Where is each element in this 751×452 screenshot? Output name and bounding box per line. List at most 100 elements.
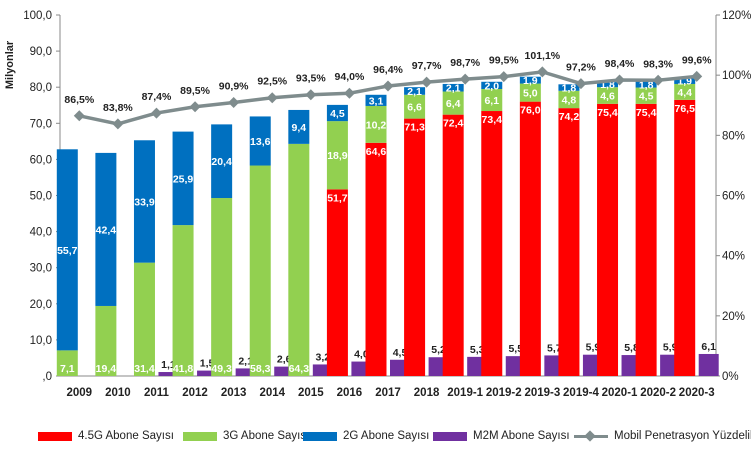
bar-3g — [249, 165, 271, 376]
bar-label-3g: 7,1 — [60, 363, 75, 375]
x-tick-label: 2020-3 — [679, 387, 715, 399]
penetration-point — [459, 73, 471, 85]
bar-label-2g: 2,1 — [407, 86, 422, 98]
bar-label-m2m: 5,5 — [508, 343, 523, 355]
bar-label-2g: 1,8 — [562, 83, 577, 95]
y-tick-label: 40,0 — [30, 227, 52, 239]
bar-label-2g: 2,1 — [446, 83, 461, 95]
bar-label-m2m: 5,9 — [586, 342, 601, 354]
legend-label-3g: 3G Abone Sayısı — [223, 430, 310, 442]
legend-swatch-2g — [303, 431, 337, 441]
x-tick-label: 2013 — [221, 387, 247, 399]
bar-label-3g: 4,6 — [600, 91, 615, 103]
bar-2g — [211, 124, 233, 199]
penetration-label: 99,5% — [489, 55, 519, 67]
bar-4-5g — [442, 114, 464, 377]
y2-tick-label: 40% — [722, 251, 745, 263]
bar-2g — [56, 149, 78, 351]
x-tick-label: 2012 — [182, 387, 208, 399]
bar-label-m2m: 5,2 — [431, 344, 446, 356]
bar-label-m2m: 5,9 — [663, 342, 678, 354]
x-tick-label: 2010 — [105, 387, 131, 399]
bar-label-4-5g: 76,0 — [520, 105, 541, 117]
x-tick-label: 2019-2 — [486, 387, 522, 399]
penetration-label: 98,4% — [605, 58, 635, 70]
bar-2g — [635, 81, 657, 88]
bar-label-2g: 13,6 — [250, 136, 271, 148]
bar-3g — [635, 87, 657, 104]
bar-4-5g — [635, 103, 657, 376]
penetration-label: 94,0% — [335, 71, 365, 83]
y-tick-label: 50,0 — [30, 191, 52, 203]
bar-label-3g: 19,4 — [96, 363, 117, 375]
bar-label-m2m: 5,8 — [624, 342, 639, 354]
bar-3g — [133, 262, 155, 376]
penetration-label: 83,8% — [103, 102, 133, 114]
penetration-point — [536, 66, 548, 78]
bar-label-3g: 18,9 — [327, 150, 348, 162]
x-tick-label: 2014 — [259, 387, 285, 399]
legend-swatch-m2m — [433, 431, 467, 441]
y2-tick-label: 60% — [722, 191, 745, 203]
x-tick-label: 2019-3 — [524, 387, 560, 399]
bar-3g — [597, 87, 619, 104]
bar-m2m — [274, 366, 295, 376]
legend-label-m2m: M2M Abone Sayısı — [473, 430, 570, 442]
y2-tick-label: 0% — [722, 371, 739, 383]
y-tick-label: 80,0 — [30, 82, 52, 94]
bar-label-2g: 55,7 — [57, 245, 78, 257]
penetration-label: 98,7% — [450, 57, 480, 69]
bar-4-5g — [519, 101, 541, 376]
bar-3g — [519, 83, 541, 102]
penetration-point — [691, 70, 703, 82]
penetration-point — [343, 87, 355, 99]
bar-2g — [597, 80, 619, 88]
y-tick-label: 10,0 — [30, 335, 52, 347]
x-tick-label: 2020-1 — [602, 387, 638, 399]
x-tick-label: 2017 — [375, 387, 401, 399]
bar-label-m2m: 3,2 — [316, 351, 331, 363]
bar-4-5g — [558, 108, 580, 376]
bar-3g — [404, 94, 426, 119]
penetration-point — [421, 76, 433, 88]
x-tick-label: 2016 — [337, 387, 363, 399]
bar-3g — [558, 90, 580, 109]
bar-label-2g: 4,5 — [330, 108, 345, 120]
chart-legend: 4.5G Abone Sayısı 3G Abone Sayısı 2G Abo… — [0, 430, 751, 450]
bar-2g — [442, 83, 464, 92]
bar-label-4-5g: 75,4 — [636, 107, 657, 119]
y-axis-title: Milyonlar — [4, 40, 16, 89]
x-tick-label: 2020-2 — [640, 387, 676, 399]
bar-label-4-5g: 76,5 — [674, 103, 695, 115]
bar-3g — [481, 89, 503, 112]
bar-2g — [674, 77, 696, 84]
bar-label-4-5g: 64,6 — [366, 146, 387, 158]
legend-item-2g: 2G Abone Sayısı — [303, 430, 429, 442]
penetration-label: 89,5% — [180, 85, 210, 97]
bar-2g — [95, 152, 117, 306]
bar-4-5g — [326, 189, 348, 376]
bar-4-5g — [597, 103, 619, 376]
bar-label-3g: 64,3 — [289, 363, 310, 375]
bar-label-2g: 20,4 — [211, 156, 232, 168]
x-tick-label: 2015 — [298, 387, 324, 399]
penetration-point — [150, 107, 162, 119]
y-tick-label: ,0 — [42, 371, 52, 383]
bar-3g — [674, 83, 696, 100]
y-tick-label: 30,0 — [30, 263, 52, 275]
bar-label-2g: 25,9 — [173, 173, 194, 185]
penetration-point — [575, 78, 587, 90]
penetration-label: 97,2% — [566, 62, 596, 74]
legend-marker-penetration — [574, 432, 608, 441]
bar-label-4-5g: 51,7 — [327, 192, 348, 204]
bar-label-2g: 3,1 — [369, 95, 384, 107]
bar-2g — [365, 94, 387, 106]
legend-swatch-3g — [183, 431, 217, 441]
bar-label-3g: 49,3 — [211, 363, 232, 375]
bar-label-2g: 1,8 — [639, 79, 654, 91]
bar-label-m2m: 2,1 — [238, 355, 253, 367]
y2-tick-label: 20% — [722, 311, 745, 323]
bar-label-3g: 4,4 — [677, 87, 692, 99]
bar-m2m — [158, 372, 179, 376]
penetration-point — [228, 97, 240, 109]
